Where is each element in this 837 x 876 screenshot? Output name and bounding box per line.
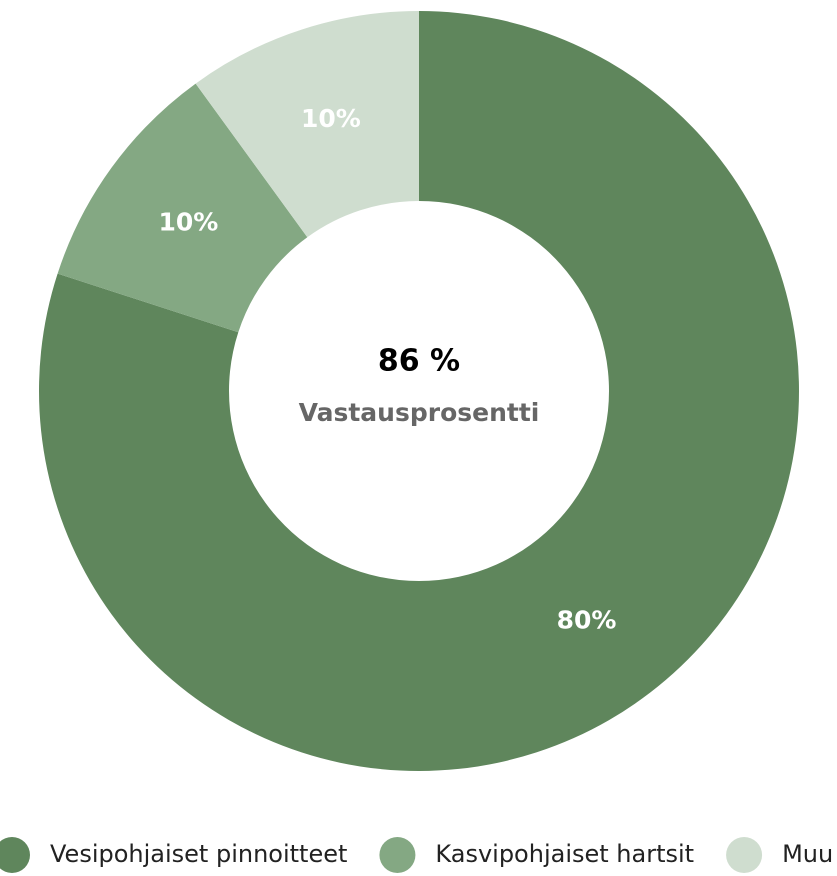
legend-swatch [726,837,763,873]
value-label: 10% [301,104,361,133]
legend-label: Muu [782,840,833,868]
donut-slice [57,83,308,333]
legend-swatch [379,837,416,873]
legend-label: Vesipohjaiset pinnoitteet [50,840,347,868]
legend-label: Kasvipohjaiset hartsit [435,840,694,868]
center-value: 86 % [378,344,460,379]
center-label: Vastausprosentti [299,398,540,427]
legend-swatch [0,837,30,873]
donut-slice [195,11,419,238]
value-label: 80% [557,606,617,635]
donut-slice [38,11,800,771]
value-label: 10% [159,207,219,236]
